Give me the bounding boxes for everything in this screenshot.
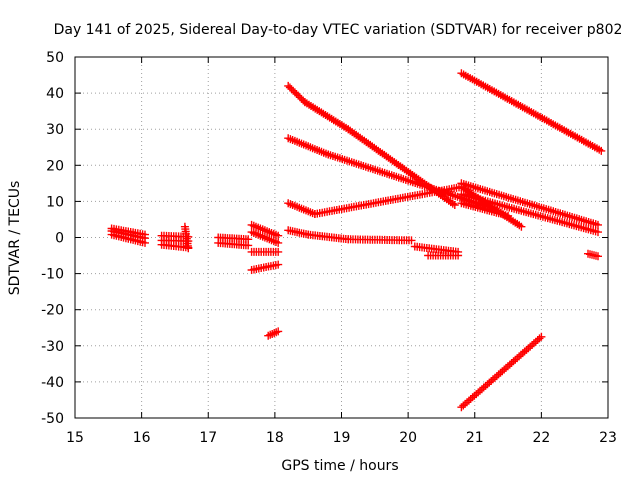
axis-ticks xyxy=(74,56,609,419)
y-tick-label: 0 xyxy=(55,231,64,247)
data-point xyxy=(180,222,193,253)
data-point xyxy=(310,183,466,218)
data-point xyxy=(584,249,602,261)
data-point xyxy=(424,251,463,260)
data-point xyxy=(457,179,602,229)
data-segment xyxy=(424,251,463,260)
data-segment xyxy=(410,242,463,256)
data-point xyxy=(300,98,353,134)
data-point xyxy=(247,220,283,240)
data-point xyxy=(264,327,283,340)
data-segment xyxy=(457,199,513,220)
data-point xyxy=(344,235,416,245)
data-point xyxy=(457,69,606,155)
data-segment xyxy=(284,199,319,218)
data-segment xyxy=(247,220,283,240)
y-tick-label: 40 xyxy=(46,86,64,102)
data-segment xyxy=(214,233,253,244)
x-tick-label: 16 xyxy=(133,430,151,446)
data-point xyxy=(214,238,253,250)
x-tick-label: 19 xyxy=(333,430,351,446)
data-segment xyxy=(264,327,283,340)
data-segment xyxy=(284,81,309,107)
data-segment xyxy=(247,260,283,274)
data-segment xyxy=(247,247,283,256)
data-segment xyxy=(457,69,606,155)
x-tick-label: 15 xyxy=(66,430,84,446)
data-segment xyxy=(180,222,193,253)
y-tick-label: -50 xyxy=(41,411,64,427)
y-tick-label: 20 xyxy=(46,158,64,174)
data-segment xyxy=(284,134,333,159)
data-point xyxy=(410,242,463,256)
data-segment xyxy=(304,230,353,244)
data-point xyxy=(107,230,149,247)
data-point xyxy=(457,332,546,412)
data-segment xyxy=(457,190,602,237)
data-point xyxy=(247,247,283,256)
data-point xyxy=(304,230,353,244)
y-tick-label: 30 xyxy=(46,122,64,138)
y-tick-label: -10 xyxy=(41,267,64,283)
x-tick-label: 23 xyxy=(599,430,617,446)
x-tick-label: 22 xyxy=(532,430,550,446)
data-point xyxy=(214,233,253,244)
x-axis-label: GPS time / hours xyxy=(281,458,398,474)
x-tick-label: 21 xyxy=(466,430,484,446)
data-point xyxy=(457,190,602,237)
data-point xyxy=(284,81,309,107)
x-tick-label: 17 xyxy=(199,430,217,446)
y-axis-label: SDTVAR / TECUs xyxy=(7,181,23,296)
data-segment xyxy=(457,332,546,412)
data-segment xyxy=(457,179,602,229)
data-point xyxy=(157,240,193,252)
data-segment xyxy=(214,238,253,250)
data-point xyxy=(284,134,333,159)
x-tick-label: 18 xyxy=(266,430,284,446)
data-segment xyxy=(300,98,353,134)
x-tick-label: 20 xyxy=(399,430,417,446)
y-tick-label: -30 xyxy=(41,339,64,355)
data-segment xyxy=(310,183,466,218)
y-tick-label: -20 xyxy=(41,303,64,319)
data-segment xyxy=(247,228,283,247)
y-tick-label: 10 xyxy=(46,194,64,210)
data-segment xyxy=(107,230,149,247)
data-point xyxy=(284,199,319,218)
data-segment xyxy=(584,249,602,261)
y-tick-labels: -50 -40 -30 -20 -10 0 10 20 30 40 50 xyxy=(41,50,64,427)
data-points xyxy=(107,69,606,412)
y-tick-label: -40 xyxy=(41,375,64,391)
data-point xyxy=(247,260,283,274)
data-segment xyxy=(157,240,193,252)
x-tick-labels: 15 16 17 18 19 20 21 22 23 xyxy=(66,430,617,446)
y-tick-label: 50 xyxy=(46,50,64,66)
data-segment xyxy=(344,235,416,245)
chart-title: Day 141 of 2025, Sidereal Day-to-day VTE… xyxy=(54,22,623,38)
data-point xyxy=(457,199,513,220)
data-point xyxy=(247,228,283,247)
